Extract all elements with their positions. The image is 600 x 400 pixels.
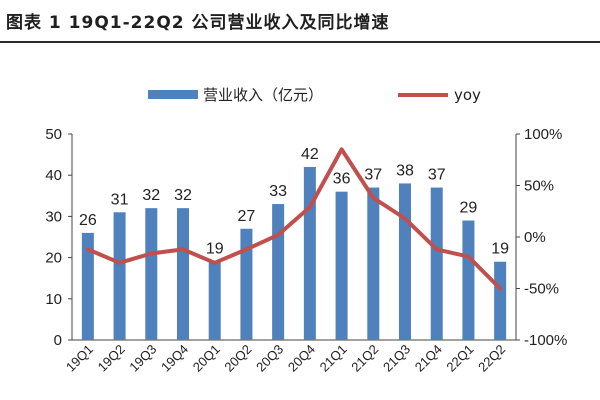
bar [208,261,221,340]
bar [272,204,285,340]
yoy-point [181,247,185,251]
y-right-tick-label: 50% [524,178,554,195]
y-left-tick-label: 10 [45,291,62,308]
yoy-point [466,255,470,259]
bar-data-label: 29 [460,200,478,217]
bar [430,187,443,340]
y-left-tick-label: 30 [45,208,62,225]
legend-swatch-revenue [148,90,198,99]
bar-data-label: 19 [206,241,224,258]
bar-data-label: 27 [238,208,256,225]
yoy-series [85,147,503,291]
y-right-tick-label: 100% [524,126,562,143]
bar-data-label: 33 [269,183,287,200]
bar-data-label: 37 [364,167,382,184]
x-tick-label: 19Q1 [63,342,96,375]
chart-title: 图表 1 19Q1-22Q2 公司营业收入及同比增速 [6,13,390,33]
bar [303,166,316,340]
bar [145,208,158,340]
yoy-point [308,205,312,209]
x-axis-ticks: 19Q119Q219Q319Q420Q120Q220Q320Q421Q121Q2… [63,342,508,375]
yoy-point [86,247,90,251]
yoy-point [213,261,217,265]
bar-series [81,166,507,340]
y-left-tick-label: 20 [45,250,62,267]
bar-data-labels: 26 31 32 32 19 27 33 42 36 37 38 37 29 19 [79,146,509,258]
y-right-tick-label: 0% [524,229,546,246]
legend-label-yoy: yoy [454,86,481,104]
x-tick-label: 21Q2 [348,342,381,375]
bar-data-label: 32 [142,187,160,204]
bar [335,191,348,340]
x-tick-label: 20Q2 [221,342,254,375]
bar [399,183,411,340]
yoy-point [435,247,439,251]
title-rule [0,41,600,43]
yoy-line [85,147,503,291]
bar-data-label: 31 [111,191,129,208]
bar-data-label: 38 [396,162,414,179]
y-left-tick-label: 50 [45,126,62,143]
y-right-tick-label: -50% [524,281,559,298]
yoy-point [276,233,280,237]
x-tick-label: 19Q3 [126,342,159,375]
yoy-point [149,251,153,255]
x-tick-label: 19Q2 [95,342,128,375]
y-left-tick-label: 0 [54,332,62,349]
bar [240,228,253,340]
bar [177,208,189,340]
bar-data-label: 26 [79,212,97,229]
x-tick-label: 20Q1 [190,342,223,375]
bar-data-label: 19 [491,241,509,258]
bar-data-label: 37 [428,167,446,184]
x-tick-label: 21Q3 [380,342,413,375]
x-tick-label: 21Q1 [317,342,350,375]
bar [462,220,475,340]
bar [367,187,380,340]
bar [494,261,507,340]
yoy-point [371,196,375,200]
legend-label-revenue: 营业收入（亿元） [203,86,323,104]
bar-data-label: 32 [174,187,192,204]
x-tick-label: 19Q4 [158,342,191,375]
y-right-tick-label: -100% [524,332,567,349]
yoy-point [244,247,248,251]
bar-data-label: 36 [333,171,351,188]
yoy-point [403,216,407,220]
x-tick-label: 20Q3 [253,342,286,375]
yoy-point [498,287,502,290]
bar [81,232,94,340]
y-left-tick-label: 40 [45,167,62,184]
x-tick-label: 22Q2 [475,342,508,375]
bar-data-label: 42 [301,146,319,163]
yoy-point [340,147,344,151]
bar [113,212,126,340]
yoy-point [118,261,122,265]
x-tick-label: 22Q1 [443,342,476,375]
legend: 营业收入（亿元） yoy [148,86,481,104]
x-tick-label: 21Q4 [412,342,445,375]
x-tick-label: 20Q4 [285,342,318,375]
